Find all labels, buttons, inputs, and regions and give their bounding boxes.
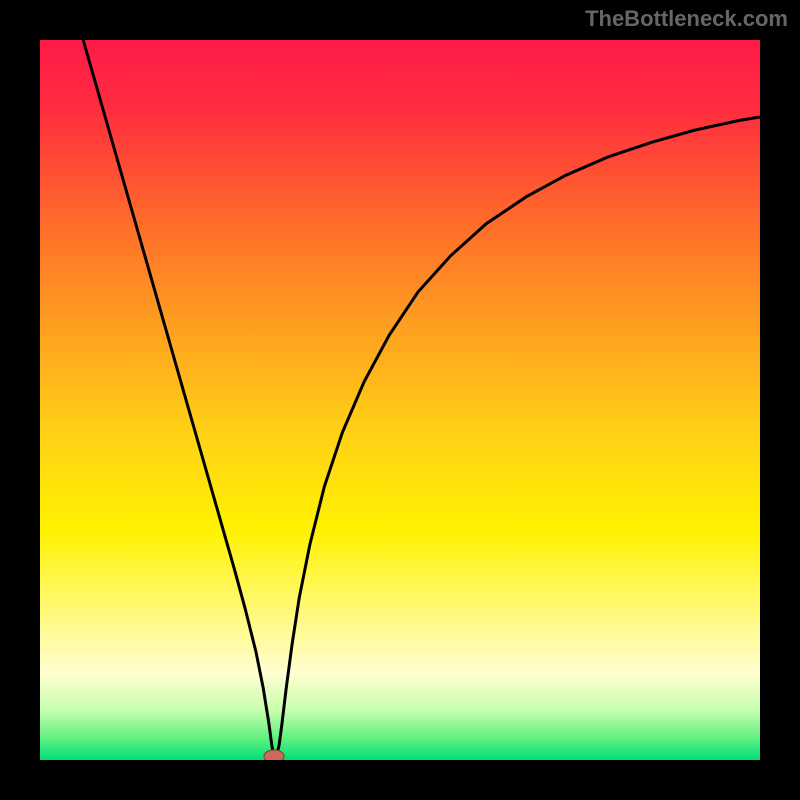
- minimum-marker: [264, 750, 284, 760]
- watermark-text: TheBottleneck.com: [585, 6, 788, 32]
- chart-svg: [40, 40, 760, 760]
- bottleneck-chart: [40, 40, 760, 760]
- gradient-background: [40, 40, 760, 760]
